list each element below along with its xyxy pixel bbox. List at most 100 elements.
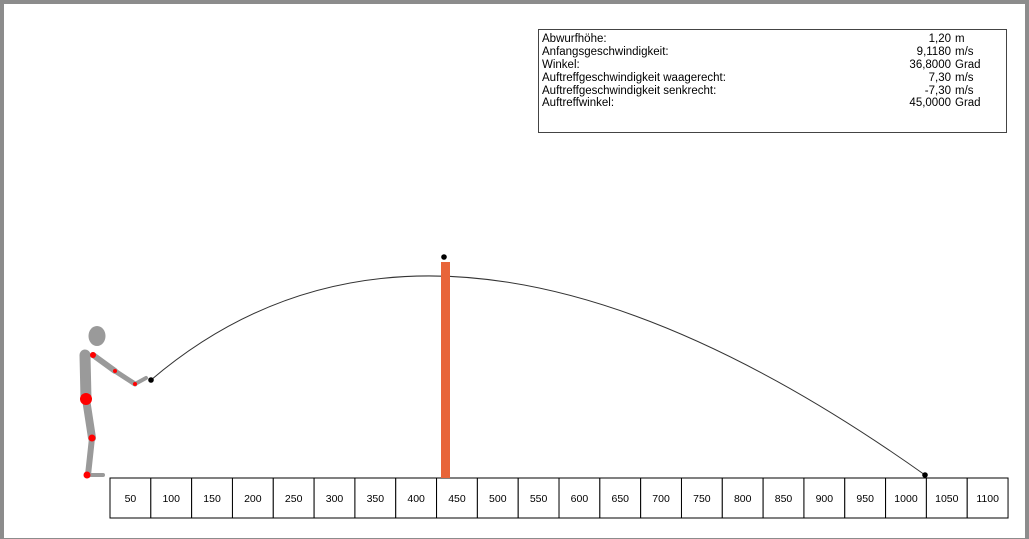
ruler-cell: 900 — [803, 477, 846, 519]
info-row-impact-angle: Auftreffwinkel: 45,0000 Grad — [542, 97, 1006, 110]
ruler-tick-label: 300 — [326, 493, 344, 505]
ruler-tick-label: 50 — [125, 493, 137, 505]
ruler-cell-box — [844, 477, 887, 519]
ruler-cell: 1100 — [966, 477, 1009, 519]
ruler-tick-label: 950 — [856, 493, 874, 505]
info-row-impact-horizontal: Auftreffgeschwindigkeit waagerecht: 7,30… — [542, 72, 1006, 85]
ruler-cell-box — [925, 477, 968, 519]
distance-ruler: 50 100 150 200 250 300 350 400 450 500 550 600 650 70… — [109, 477, 1009, 519]
ruler-cell-box — [966, 477, 1009, 519]
ruler-cell-box — [231, 477, 274, 519]
joint-shoulder — [90, 352, 96, 358]
ruler-cell: 800 — [721, 477, 764, 519]
ruler-cell: 100 — [150, 477, 193, 519]
ruler-tick-label: 200 — [244, 493, 262, 505]
ruler-tick-label: 1050 — [935, 493, 959, 505]
ruler-cell: 700 — [640, 477, 682, 519]
ruler-cell: 1000 — [885, 477, 927, 519]
ruler-cell: 300 — [313, 477, 356, 519]
info-label: Abwurfhöhe: — [542, 33, 607, 45]
ruler-tick-label: 650 — [611, 493, 629, 505]
info-label: Anfangsgeschwindigkeit: — [542, 45, 669, 58]
info-unit: m/s — [955, 45, 974, 58]
ruler-cell-box — [476, 477, 519, 519]
info-unit: Grad — [955, 97, 981, 110]
ruler-tick-label: 600 — [571, 493, 589, 505]
info-value: 36,8000 — [909, 58, 951, 71]
ruler-cell: 550 — [517, 477, 560, 519]
ruler-cell: 500 — [476, 477, 519, 519]
ruler-cell: 400 — [395, 477, 438, 519]
info-label: Winkel: — [542, 58, 580, 71]
info-row-height: Abwurfhöhe: 1,20 m — [542, 33, 1006, 46]
info-row-initial-speed: Anfangsgeschwindigkeit: 9,1180 m/s — [542, 46, 1006, 59]
ruler-cell-box — [395, 477, 438, 519]
info-unit: Grad — [955, 58, 981, 71]
ruler-cell-box — [354, 477, 397, 519]
apex-point-marker — [441, 254, 447, 260]
ruler-tick-label: 550 — [530, 493, 548, 505]
ruler-tick-label: 1100 — [976, 493, 999, 505]
ruler-cell-box — [517, 477, 560, 519]
ruler-cell-box — [680, 477, 723, 519]
ruler-cell-box — [885, 477, 927, 519]
ruler-tick-label: 850 — [775, 493, 793, 505]
ruler-cell: 600 — [558, 477, 601, 519]
info-label: Auftreffgeschwindigkeit waagerecht: — [542, 71, 726, 84]
info-unit: m/s — [955, 84, 974, 97]
thrower-head — [88, 326, 106, 346]
obstacle-bar — [441, 262, 450, 478]
ruler-tick-label: 450 — [448, 493, 466, 505]
info-panel: Abwurfhöhe: 1,20 m Anfangsgeschwindigkei… — [538, 29, 1007, 133]
impact-point-marker — [922, 472, 928, 478]
ruler-cell-box — [762, 477, 805, 519]
joint-elbow — [113, 369, 117, 373]
ruler-tick-label: 350 — [367, 493, 385, 505]
info-row-impact-vertical: Auftreffgeschwindigkeit senkrecht: -7,30… — [542, 85, 1006, 98]
ruler-cell-box — [191, 477, 233, 519]
joint-knee — [88, 434, 96, 442]
ruler-cell: 50 — [109, 477, 152, 519]
thrower-figure-icon — [79, 326, 148, 479]
ruler-cell-box — [150, 477, 193, 519]
ruler-cell-box — [803, 477, 846, 519]
ruler-tick-label: 1000 — [894, 493, 918, 505]
info-row-angle: Winkel: 36,8000 Grad — [542, 59, 1006, 72]
ruler-tick-label: 150 — [203, 493, 221, 505]
ruler-cell: 750 — [680, 477, 723, 519]
info-value: 45,0000 — [909, 97, 951, 110]
ruler-cell: 1050 — [925, 477, 968, 519]
ruler-cell: 150 — [191, 477, 233, 519]
trajectory-curve — [150, 275, 926, 476]
ruler-tick-label: 700 — [652, 493, 670, 505]
info-value: 7,30 — [928, 71, 951, 84]
joint-wrist — [133, 382, 137, 386]
ruler-cell-box — [313, 477, 356, 519]
ruler-cell: 250 — [272, 477, 315, 519]
ruler-cell: 650 — [599, 477, 642, 519]
info-label: Auftreffwinkel: — [542, 97, 615, 110]
ruler-tick-label: 800 — [734, 493, 752, 505]
ruler-cell-box — [272, 477, 315, 519]
info-value: -7,30 — [924, 84, 951, 97]
ruler-cell: 450 — [436, 477, 478, 519]
ruler-cell-box — [640, 477, 682, 519]
ruler-tick-label: 400 — [407, 493, 425, 505]
info-label: Auftreffgeschwindigkeit senkrecht: — [542, 84, 717, 97]
info-unit: m/s — [955, 71, 974, 84]
ruler-tick-label: 500 — [489, 493, 507, 505]
ruler-cell: 200 — [231, 477, 274, 519]
ruler-tick-label: 250 — [285, 493, 303, 505]
ruler-tick-label: 100 — [162, 493, 180, 505]
ruler-cell: 950 — [844, 477, 887, 519]
info-value: 1,20 — [928, 33, 951, 45]
ruler-cell-box — [558, 477, 601, 519]
ruler-cell: 850 — [762, 477, 805, 519]
ruler-cell-box — [721, 477, 764, 519]
info-value: 9,1180 — [916, 45, 951, 58]
joint-ankle — [83, 471, 91, 479]
info-unit: m — [955, 33, 965, 45]
ruler-tick-label: 750 — [693, 493, 711, 505]
joint-hip — [80, 393, 92, 405]
